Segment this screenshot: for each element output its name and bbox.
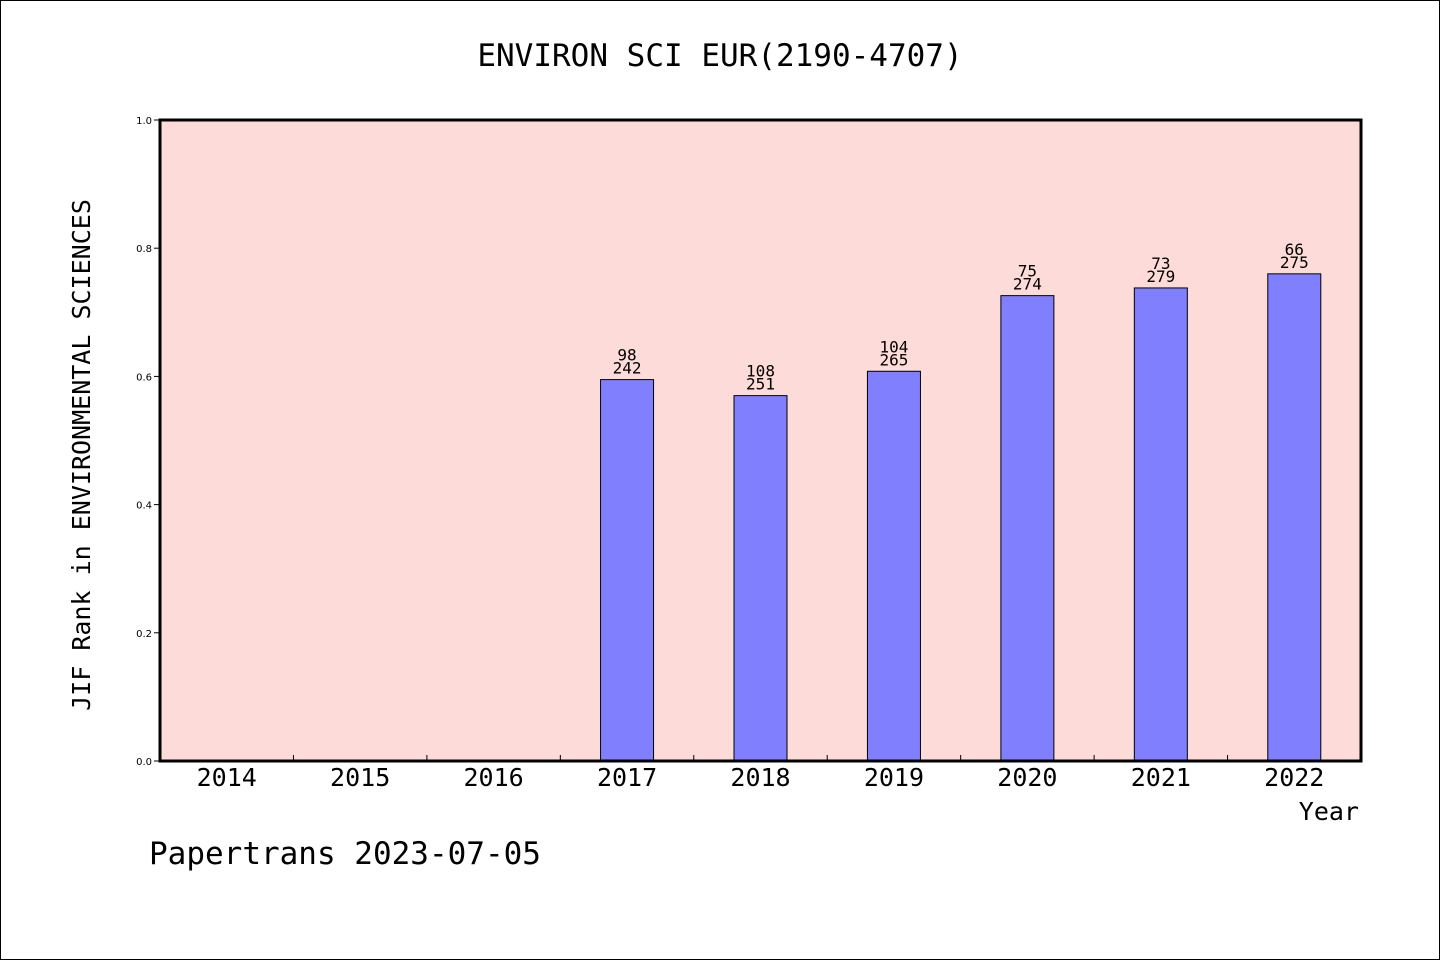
x-tick-label: 2015 — [330, 763, 390, 792]
bar-total-label: 275 — [1280, 253, 1309, 272]
plot-border — [158, 118, 1363, 763]
x-tick-label: 2014 — [197, 763, 257, 792]
bar-rank-label: 98 — [617, 346, 636, 365]
bar-2021 — [1133, 287, 1188, 762]
bar-rank-label: 104 — [879, 337, 908, 356]
y-axis-label: JIF Rank in ENVIRONMENTAL SCIENCES — [67, 199, 96, 711]
bar-rank-label: 108 — [746, 362, 775, 381]
chart-title: ENVIRON SCI EUR(2190-4707) — [477, 38, 962, 74]
x-ticks-group: 2014 2015 2016 2017 2018 2019 2020 2021 2022 — [197, 755, 1324, 792]
bar-2018 — [733, 395, 788, 762]
y-ticks-group: 0.0 0.2 0.4 0.6 0.8 1.0 — [136, 116, 160, 768]
x-tick-label: 2020 — [997, 763, 1057, 792]
bar-2022 — [1267, 273, 1322, 762]
y-tick-label: 0.0 — [136, 757, 152, 768]
bar-total-label: 242 — [613, 359, 642, 378]
bar-rank-label: 66 — [1285, 240, 1304, 259]
bar-total-label: 274 — [1013, 275, 1042, 294]
footer-credit: Papertrans 2023-07-05 — [149, 836, 541, 872]
y-tick-label: 0.2 — [136, 629, 152, 640]
bar-total-label: 265 — [879, 350, 908, 369]
bar-total-label: 279 — [1146, 267, 1175, 286]
bar-2019 — [866, 370, 921, 762]
x-tick-label: 2019 — [864, 763, 924, 792]
x-tick-label: 2022 — [1264, 763, 1324, 792]
y-tick-label: 0.6 — [136, 372, 152, 383]
y-tick-label: 1.0 — [136, 116, 152, 127]
x-tick-label: 2018 — [730, 763, 790, 792]
x-tick-label: 2021 — [1131, 763, 1191, 792]
bar-2020 — [1000, 295, 1055, 762]
bar-rank-label: 75 — [1018, 262, 1037, 281]
bar-2017 — [600, 379, 655, 762]
x-tick-label: 2016 — [464, 763, 524, 792]
x-axis-label: Year — [1299, 797, 1359, 826]
x-tick-label: 2017 — [597, 763, 657, 792]
bar-rank-label: 73 — [1151, 254, 1170, 273]
y-tick-label: 0.4 — [136, 501, 152, 512]
bar-total-label: 251 — [746, 375, 775, 394]
y-tick-label: 0.8 — [136, 244, 152, 255]
